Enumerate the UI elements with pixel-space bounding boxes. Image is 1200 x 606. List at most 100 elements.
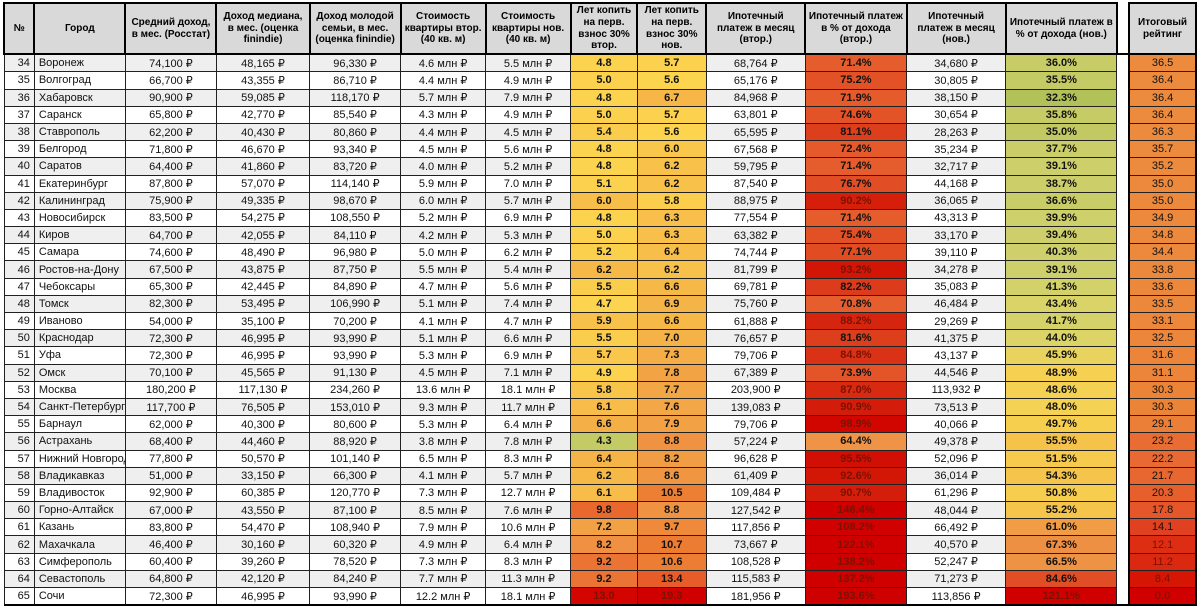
cell-payment-pct-new: 54.3% bbox=[1005, 466, 1118, 485]
cell-years-save-new: 7.9 bbox=[636, 415, 707, 434]
cell-payment-pct-new: 67.3% bbox=[1005, 535, 1118, 554]
cell-row-number: 42 bbox=[3, 191, 35, 210]
cell-payment-pct-new: 35.8% bbox=[1005, 105, 1118, 124]
cell-cost-secondary: 7.9 млн ₽ bbox=[400, 518, 487, 537]
cell-rating: 33.6 bbox=[1128, 277, 1197, 296]
cell-payment-pct-new: 43.4% bbox=[1005, 294, 1118, 314]
cell-avg-income: 65,800 ₽ bbox=[124, 105, 217, 124]
cell-family-income: 96,980 ₽ bbox=[309, 243, 402, 262]
cell-city: Новосибирск bbox=[33, 208, 126, 228]
cell-cost-new: 18.1 млн ₽ bbox=[485, 587, 572, 606]
cell-payment-new: 34,680 ₽ bbox=[905, 53, 1007, 73]
cell-rating: 21.7 bbox=[1128, 466, 1197, 485]
cell-payment-secondary: 109,484 ₽ bbox=[705, 483, 806, 503]
table-row: 38 Ставрополь 62,200 ₽40,430 ₽80,860 ₽4.4 … bbox=[3, 122, 1197, 142]
cell-payment-new: 52,247 ₽ bbox=[905, 552, 1007, 571]
column-gap bbox=[1116, 484, 1130, 502]
cell-payment-pct-secondary: 82.2% bbox=[804, 277, 908, 296]
cell-family-income: 234,260 ₽ bbox=[309, 380, 402, 399]
cell-cost-secondary: 4.9 млн ₽ bbox=[400, 535, 487, 554]
cell-rating: 36.4 bbox=[1128, 88, 1197, 107]
cell-years-save-secondary: 6.6 bbox=[570, 415, 638, 434]
cell-payment-pct-new: 55.5% bbox=[1005, 432, 1118, 451]
col-header-cost-secondary: Стоимость квартиры втор. (40 кв. м) bbox=[399, 1, 487, 56]
cell-family-income: 120,770 ₽ bbox=[309, 483, 402, 503]
cell-payment-new: 41,375 ₽ bbox=[905, 329, 1007, 348]
col-header-payment-pct-new: Ипотечный платеж в % от дохода (нов.) bbox=[1004, 1, 1118, 56]
cell-median-income: 40,300 ₽ bbox=[215, 415, 311, 434]
col-header-row-number: № bbox=[2, 1, 36, 56]
cell-rating: 33.1 bbox=[1128, 311, 1197, 331]
cell-avg-income: 180,200 ₽ bbox=[124, 380, 217, 399]
cell-years-save-secondary: 6.1 bbox=[570, 397, 638, 417]
cell-payment-new: 43,313 ₽ bbox=[905, 208, 1007, 228]
cell-payment-pct-secondary: 108.2% bbox=[804, 518, 908, 537]
cell-cost-new: 7.8 млн ₽ bbox=[485, 432, 572, 451]
cell-row-number: 36 bbox=[3, 88, 35, 107]
cell-avg-income: 64,800 ₽ bbox=[124, 569, 217, 589]
table-row: 43 Новосибирск 83,500 ₽54,275 ₽108,550 ₽5.… bbox=[3, 208, 1197, 228]
cell-years-save-new: 8.2 bbox=[636, 449, 707, 468]
cell-median-income: 42,445 ₽ bbox=[215, 277, 311, 296]
cell-family-income: 98,670 ₽ bbox=[309, 191, 402, 210]
cell-years-save-secondary: 6.0 bbox=[570, 191, 638, 210]
cell-years-save-new: 7.7 bbox=[636, 380, 707, 399]
cell-payment-pct-new: 51.5% bbox=[1005, 449, 1118, 468]
cell-cost-secondary: 5.9 млн ₽ bbox=[400, 174, 487, 193]
cell-cost-new: 7.0 млн ₽ bbox=[485, 174, 572, 193]
cell-payment-pct-new: 37.7% bbox=[1005, 140, 1118, 159]
cell-avg-income: 46,400 ₽ bbox=[124, 535, 217, 554]
column-gap bbox=[1116, 209, 1130, 227]
table-row: 64 Севастополь 64,800 ₽42,120 ₽84,240 ₽7.7… bbox=[3, 569, 1197, 589]
cell-payment-pct-secondary: 98.9% bbox=[804, 415, 908, 434]
cell-payment-secondary: 65,176 ₽ bbox=[705, 71, 806, 90]
cell-payment-new: 32,717 ₽ bbox=[905, 157, 1007, 176]
cell-payment-new: 49,378 ₽ bbox=[905, 432, 1007, 451]
cell-city: Киров bbox=[33, 226, 126, 245]
cell-family-income: 108,940 ₽ bbox=[309, 518, 402, 537]
cell-city: Хабаровск bbox=[33, 88, 126, 107]
cell-years-save-new: 5.6 bbox=[636, 122, 707, 142]
cell-payment-secondary: 69,781 ₽ bbox=[705, 277, 806, 296]
cell-payment-pct-new: 40.3% bbox=[1005, 243, 1118, 262]
cell-city: Томск bbox=[33, 294, 126, 314]
cell-payment-secondary: 79,706 ₽ bbox=[705, 346, 806, 365]
cell-family-income: 87,100 ₽ bbox=[309, 501, 402, 520]
col-header-payment-secondary: Ипотечный платеж в месяц (втор.) bbox=[705, 1, 807, 56]
cell-row-number: 48 bbox=[3, 294, 35, 314]
cell-cost-secondary: 4.0 млн ₽ bbox=[400, 157, 487, 176]
col-header-family-income: Доход молодой семьи, в мес. (оценка fini… bbox=[308, 1, 402, 56]
cell-cost-secondary: 5.5 млн ₽ bbox=[400, 260, 487, 279]
cell-years-save-new: 10.6 bbox=[636, 552, 707, 571]
column-gap bbox=[1116, 278, 1130, 296]
cell-row-number: 45 bbox=[3, 243, 35, 262]
cell-rating: 29.1 bbox=[1128, 415, 1197, 434]
cell-years-save-new: 6.3 bbox=[636, 208, 707, 228]
cell-median-income: 54,275 ₽ bbox=[215, 208, 311, 228]
cell-payment-pct-secondary: 87.0% bbox=[804, 380, 908, 399]
cell-cost-new: 6.2 млн ₽ bbox=[485, 243, 572, 262]
cell-row-number: 41 bbox=[3, 174, 35, 193]
cell-family-income: 114,140 ₽ bbox=[309, 174, 402, 193]
cell-median-income: 48,165 ₽ bbox=[215, 53, 311, 73]
cell-rating: 31.1 bbox=[1128, 363, 1197, 382]
table-row: 40 Саратов 64,400 ₽41,860 ₽83,720 ₽4.0 млн… bbox=[3, 157, 1197, 176]
cell-years-save-secondary: 8.2 bbox=[570, 535, 638, 554]
cell-years-save-secondary: 9.8 bbox=[570, 501, 638, 520]
cell-payment-pct-new: 50.8% bbox=[1005, 483, 1118, 503]
column-gap bbox=[1116, 295, 1130, 313]
cell-city: Воронеж bbox=[33, 53, 126, 73]
cell-rating: 34.8 bbox=[1128, 226, 1197, 245]
cell-payment-secondary: 77,554 ₽ bbox=[705, 208, 806, 228]
cell-payment-pct-secondary: 72.4% bbox=[804, 140, 908, 159]
cell-years-save-secondary: 5.2 bbox=[570, 243, 638, 262]
cell-payment-pct-new: 121.1% bbox=[1005, 587, 1118, 606]
cell-payment-secondary: 79,706 ₽ bbox=[705, 415, 806, 434]
cell-payment-pct-secondary: 76.7% bbox=[804, 174, 908, 193]
cell-cost-new: 7.9 млн ₽ bbox=[485, 88, 572, 107]
cell-payment-new: 34,278 ₽ bbox=[905, 260, 1007, 279]
cell-cost-new: 8.3 млн ₽ bbox=[485, 552, 572, 571]
cell-family-income: 93,990 ₽ bbox=[309, 329, 402, 348]
